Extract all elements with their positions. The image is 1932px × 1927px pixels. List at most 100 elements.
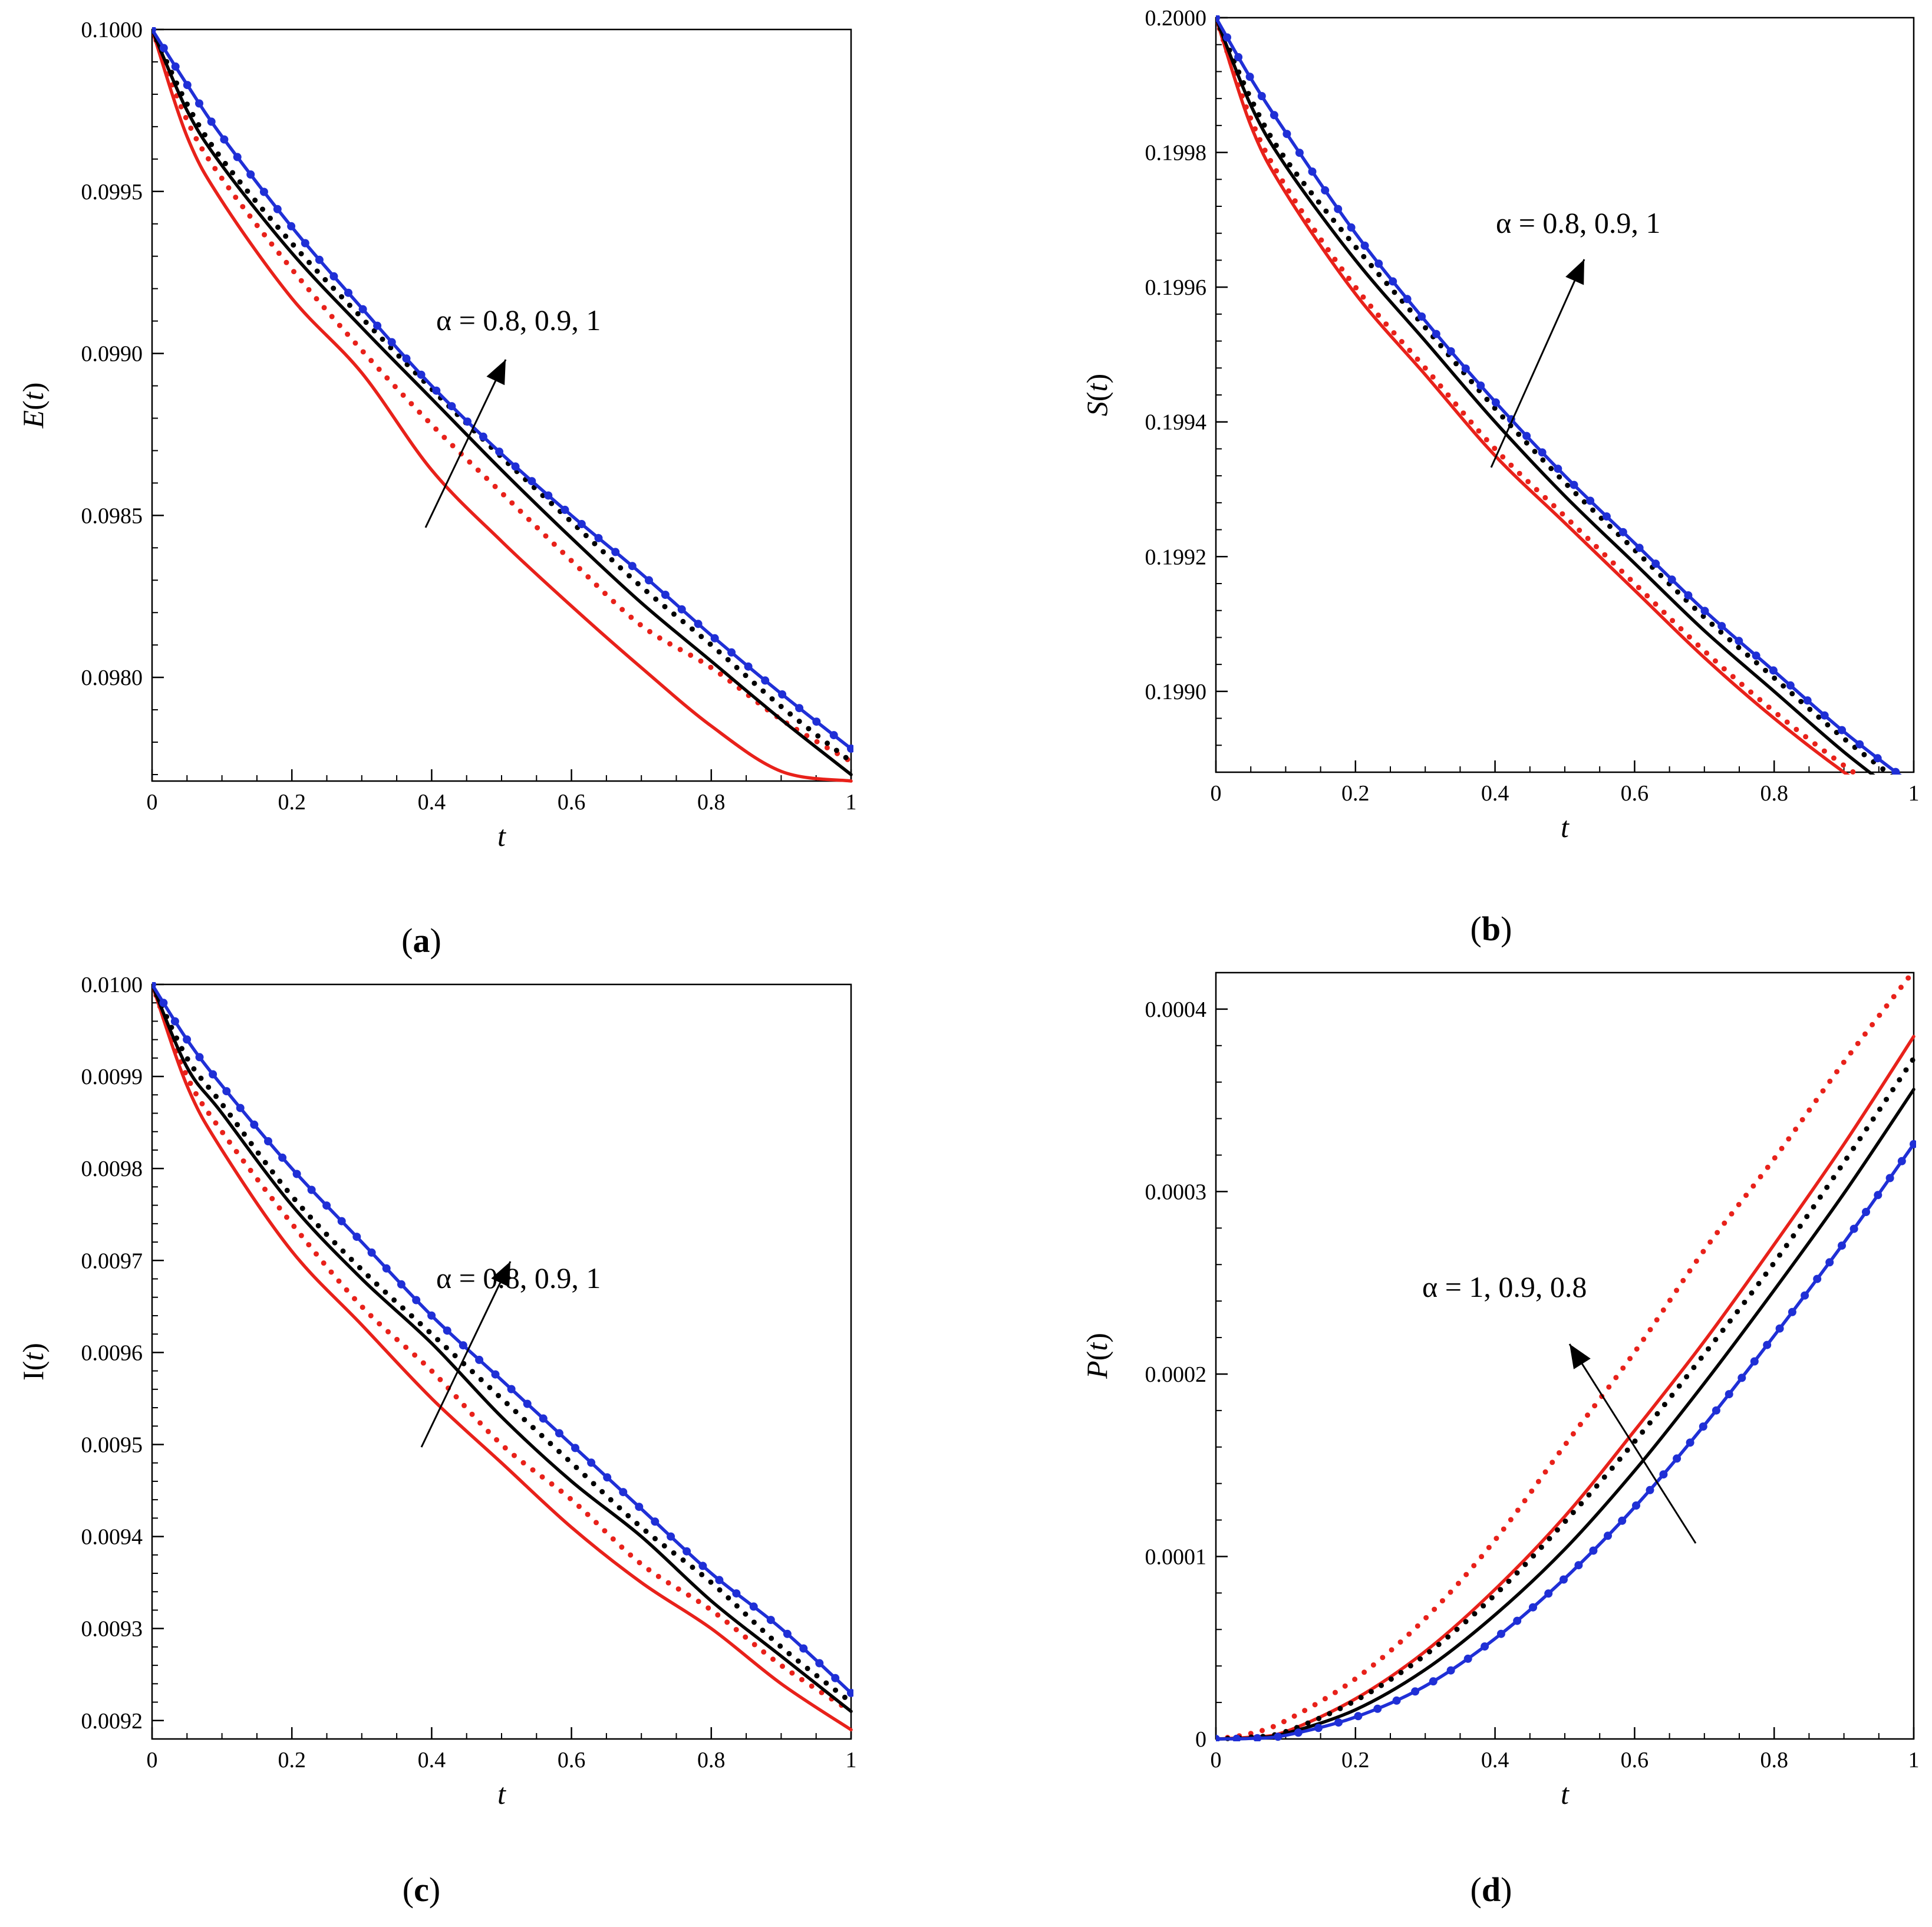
- x-tick-label: 0.6: [558, 1748, 586, 1773]
- series-marker-blue: [292, 1170, 301, 1178]
- series-marker-blue: [603, 1473, 612, 1482]
- series-marker-blue: [1618, 528, 1627, 536]
- panel-caption-letter: d: [1482, 1870, 1501, 1909]
- series-marker-blue: [491, 1370, 500, 1379]
- trend-arrow-head: [486, 360, 506, 386]
- series-marker-blue: [1769, 666, 1778, 675]
- y-tick-label: 0.1994: [1145, 410, 1207, 435]
- x-tick-label: 0.4: [418, 1748, 446, 1773]
- series-marker-blue: [1885, 1174, 1894, 1182]
- y-axis-title-variable: t: [17, 1352, 50, 1361]
- y-tick-label: 0.0995: [81, 180, 143, 205]
- series-marker-blue: [278, 1153, 287, 1162]
- series-marker-blue: [1820, 711, 1829, 720]
- series-marker-blue: [710, 634, 719, 643]
- series-marker-blue: [1554, 465, 1562, 473]
- y-tick-label: 0.0095: [81, 1432, 143, 1457]
- series-marker-blue: [250, 1120, 259, 1129]
- y-tick-label: 0.0097: [81, 1249, 143, 1273]
- series-marker-blue: [1354, 1712, 1363, 1721]
- series-marker-blue: [1825, 1258, 1834, 1267]
- trend-arrow: [1568, 1343, 1697, 1544]
- trend-arrow-head: [1570, 1344, 1591, 1369]
- x-tick-label: 0: [147, 790, 158, 815]
- series-marker-blue: [1429, 1677, 1438, 1686]
- trend-arrow-head: [491, 1261, 510, 1287]
- series-marker-blue: [307, 1185, 316, 1194]
- series-marker-blue: [236, 1104, 245, 1112]
- y-axis-title-prefix: P: [1080, 1361, 1113, 1379]
- x-axis-title: t: [497, 1777, 506, 1810]
- series-marker-blue: [152, 982, 156, 989]
- series-marker-blue: [495, 447, 504, 456]
- panel-caption-letter: c: [414, 1870, 429, 1909]
- series-marker-blue: [1392, 1696, 1401, 1705]
- y-tick-label: 0.0001: [1145, 1544, 1207, 1569]
- x-tick-label: 1: [1908, 781, 1920, 806]
- series-marker-blue: [1763, 1340, 1772, 1349]
- series-marker-blue: [1446, 347, 1455, 355]
- y-tick-label: 0.0092: [81, 1709, 143, 1734]
- series-marker-blue: [1775, 1324, 1784, 1333]
- series-marker-blue: [358, 305, 367, 314]
- series-marker-blue: [402, 354, 411, 363]
- series-marker-blue: [1855, 740, 1864, 749]
- series-marker-blue: [511, 462, 520, 471]
- series-line-black-solid: [1216, 1088, 1915, 1741]
- x-tick-label: 1: [846, 790, 857, 815]
- series-marker-blue: [749, 1602, 758, 1611]
- y-tick-label: 0.0093: [81, 1617, 143, 1642]
- series-marker-blue: [544, 491, 553, 500]
- series-marker-blue: [1216, 15, 1220, 22]
- series-group: [152, 982, 853, 1732]
- series-marker-blue: [1223, 33, 1231, 42]
- series-marker-blue: [795, 704, 804, 713]
- series-marker-blue: [1496, 1629, 1505, 1638]
- x-tick-label: 1: [1908, 1748, 1920, 1773]
- series-marker-blue: [1234, 53, 1243, 61]
- series-marker-blue: [1389, 277, 1397, 286]
- series-line-red-dotted: [152, 982, 853, 1714]
- series-marker-blue: [1659, 1470, 1668, 1479]
- y-axis-title-prefix: S: [1080, 401, 1113, 416]
- series-marker-blue: [1544, 1589, 1553, 1598]
- series-marker-blue: [387, 338, 396, 347]
- series-marker-blue: [246, 170, 255, 179]
- series-marker-blue: [170, 1017, 179, 1026]
- series-marker-blue: [447, 402, 456, 411]
- series-marker-blue: [1586, 496, 1595, 505]
- series-marker-blue: [1632, 1501, 1640, 1510]
- series-marker-blue: [159, 44, 168, 52]
- alpha-annotation: α = 0.8, 0.9, 1: [1496, 206, 1660, 239]
- series-marker-blue: [1910, 1140, 1916, 1148]
- y-axis-title: P(t): [1080, 1333, 1113, 1379]
- series-marker-blue: [315, 255, 324, 264]
- plot-frame: [151, 983, 852, 1740]
- series-marker-blue: [715, 1576, 724, 1585]
- series-marker-blue: [209, 1070, 217, 1079]
- series-marker-blue: [1216, 1735, 1220, 1741]
- y-tick-label: 0.0990: [81, 342, 143, 367]
- y-tick-label: 0.1996: [1145, 275, 1207, 300]
- y-tick-label: 0.0099: [81, 1065, 143, 1089]
- x-tick-label: 0.2: [1341, 781, 1370, 806]
- x-tick-label: 0.2: [278, 1748, 306, 1773]
- series-marker-blue: [1604, 1531, 1612, 1540]
- panel-c: 0 0.2 0.4 0.6 0.8 1 0.0092 0.0093 0.0094 0.0095 0.…: [17, 973, 857, 1909]
- trend-arrow: [1490, 259, 1585, 468]
- series-line-black-solid: [152, 28, 853, 776]
- alpha-annotation: α = 1, 0.9, 0.8: [1422, 1270, 1587, 1303]
- series-marker-blue: [1635, 543, 1644, 552]
- y-tick-label: 0.0980: [81, 666, 143, 690]
- series-marker-blue: [1618, 1516, 1627, 1525]
- series-marker-blue: [417, 370, 426, 379]
- series-marker-blue: [373, 321, 382, 330]
- series-marker-blue: [1684, 591, 1693, 599]
- series-marker-blue: [1446, 1666, 1455, 1675]
- series-line-red-solid: [1216, 1035, 1915, 1741]
- series-marker-blue: [1374, 259, 1383, 268]
- x-axis-title: t: [1561, 811, 1570, 844]
- series-marker-blue: [1897, 1157, 1906, 1165]
- plot-frame: [1215, 17, 1915, 773]
- series-marker-blue: [677, 605, 686, 614]
